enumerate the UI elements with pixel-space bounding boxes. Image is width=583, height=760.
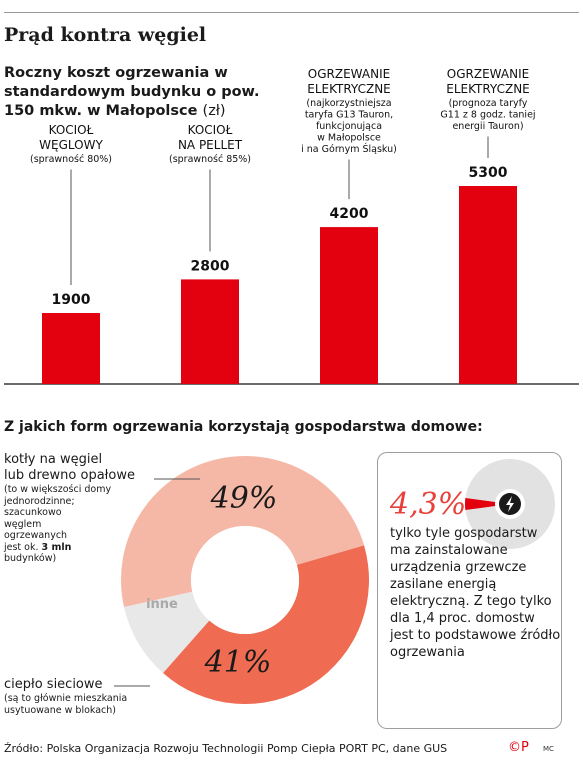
donut-label-3: inne bbox=[146, 597, 178, 612]
top-rule bbox=[4, 12, 579, 13]
bar-category-label-3-line1: OGRZEWANIE bbox=[308, 67, 390, 81]
coal-note-line3: szacunkowo bbox=[4, 507, 62, 518]
coal-label-line1: kotły na węgiel bbox=[4, 452, 103, 467]
inset-pie-slice bbox=[465, 497, 510, 511]
bar-category-note-4-line2: G11 z 8 godz. taniej bbox=[440, 110, 535, 121]
heat-note-line2: usytuowane w blokach) bbox=[4, 704, 117, 716]
bar-chart-subtitle-text: Roczny koszt ogrzewania w standardowym b… bbox=[4, 65, 260, 119]
electric-inset-card bbox=[377, 452, 562, 729]
bar-1 bbox=[42, 313, 100, 384]
bar-category-note-2-line1: (sprawność 85%) bbox=[169, 154, 251, 165]
bar-chart-unit: (zł) bbox=[202, 103, 226, 119]
author-initials: MC bbox=[543, 745, 554, 753]
electric-share-value: 4,3% bbox=[390, 487, 467, 522]
bar-category-note-3-line3: funkcjonująca bbox=[316, 121, 382, 132]
bar-category-label-4-line1: OGRZEWANIE bbox=[447, 67, 529, 81]
bar-value-label-4: 5300 bbox=[469, 165, 508, 181]
bar-category-note-4-line3: energii Tauron) bbox=[452, 121, 523, 132]
bar-category-note-3-line2: taryfa G13 Tauron, bbox=[305, 110, 393, 121]
bar-category-label-1-line1: KOCIOŁ bbox=[49, 123, 94, 137]
bar-value-label-3: 4200 bbox=[330, 206, 369, 222]
bar-4 bbox=[459, 186, 517, 384]
bar-chart-subtitle: Roczny koszt ogrzewania w standardowym b… bbox=[4, 64, 274, 121]
heat-note-line1: (są to głównie mieszkania bbox=[4, 693, 128, 704]
electric-share-pie bbox=[465, 459, 555, 549]
coal-note-text: jest ok. bbox=[4, 541, 39, 553]
heat-label-title: ciepło sieciowe bbox=[4, 677, 103, 692]
bar-category-note-3-line5: i na Górnym Śląsku) bbox=[301, 143, 397, 155]
source-note: Źródło: Polska Organizacja Rozwoju Techn… bbox=[4, 742, 448, 755]
bar-value-label-2: 2800 bbox=[191, 258, 230, 274]
bar-category-note-3-line1: (najkorzystniejsza bbox=[306, 98, 391, 109]
bar-category-label-3-line2: ELEKTRYCZNE bbox=[307, 82, 391, 96]
page-title: Prąd kontra węgiel bbox=[4, 24, 207, 46]
coal-note-bold: 3 mln bbox=[41, 541, 72, 553]
coal-note-line6: jest ok. 3 mln bbox=[4, 542, 135, 554]
bar-category-label-1-line2: WĘGLOWY bbox=[39, 138, 103, 152]
coal-note-line1: (to w większości domy bbox=[4, 484, 112, 495]
bar-category-label-4-line2: ELEKTRYCZNE bbox=[446, 82, 530, 96]
bar-value-label-1: 1900 bbox=[52, 292, 91, 308]
bar-category-note-4-line1: (prognoza taryfy bbox=[449, 98, 528, 109]
coal-note-line7: budynków) bbox=[4, 553, 57, 564]
heat-label-block: ciepło sieciowe (są to głównie mieszkani… bbox=[4, 677, 127, 716]
donut-slice-inne bbox=[123, 591, 210, 674]
bar-category-label-2-line1: KOCIOŁ bbox=[188, 123, 233, 137]
bar-2 bbox=[181, 279, 239, 384]
bar-category-label-2-line2: NA PELLET bbox=[178, 138, 243, 152]
coal-label-line2: lub drewno opałowe bbox=[4, 468, 135, 483]
bar-category-note-3-line4: w Małopolsce bbox=[317, 133, 381, 144]
bar-3 bbox=[320, 227, 378, 384]
electric-share-note: tylko tyle gospodarstw ma zainstalowane … bbox=[390, 526, 561, 660]
coal-note-line2: jednorodzinne; bbox=[4, 495, 75, 507]
coal-label-block: kotły na węgiel lub drewno opałowe (to w… bbox=[4, 452, 135, 565]
donut-slice-41pct bbox=[162, 545, 369, 704]
coal-note-line5: ogrzewanych bbox=[4, 530, 68, 541]
donut-label-2: 41% bbox=[204, 645, 272, 680]
pie-chart-title: Z jakich form ogrzewania korzystają gosp… bbox=[4, 419, 483, 435]
donut-hole bbox=[191, 526, 299, 634]
lightning-icon bbox=[506, 496, 514, 512]
donut-label-1: 49% bbox=[210, 481, 278, 516]
bar-category-note-1-line1: (sprawność 80%) bbox=[30, 154, 112, 165]
copyright-mark: ©P bbox=[508, 740, 529, 755]
donut-chart: 49% 41% inne bbox=[114, 456, 369, 704]
coal-note-line4: węglem bbox=[4, 518, 42, 530]
donut-slice-49pct bbox=[121, 456, 365, 608]
